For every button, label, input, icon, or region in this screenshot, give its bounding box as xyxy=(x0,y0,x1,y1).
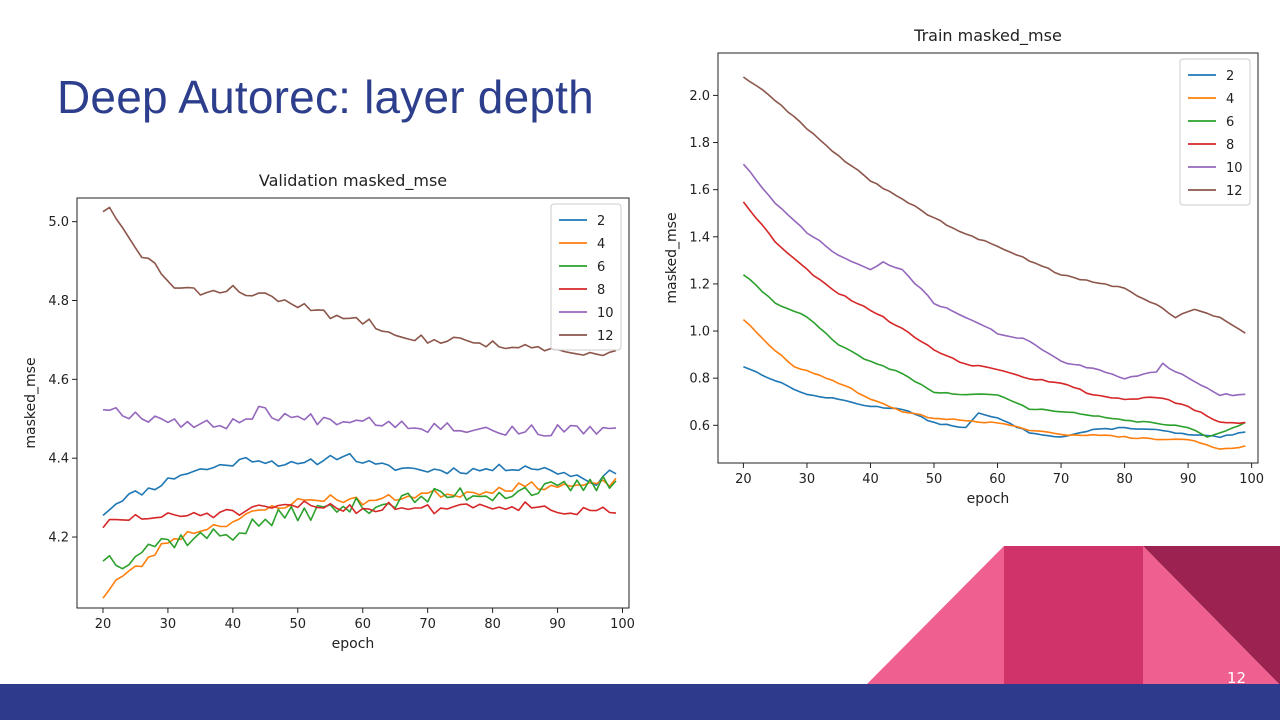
legend-label-12: 12 xyxy=(597,329,614,344)
series-line-12 xyxy=(742,76,1246,334)
x-tick-label: 70 xyxy=(419,617,436,632)
legend-label-6: 6 xyxy=(1226,115,1234,130)
series-line-8 xyxy=(742,201,1246,425)
x-tick-label: 90 xyxy=(549,617,566,632)
x-tick-label: 100 xyxy=(610,617,635,632)
x-tick-label: 90 xyxy=(1180,472,1197,487)
series-line-2 xyxy=(102,452,617,517)
legend-label-8: 8 xyxy=(597,283,605,298)
y-tick-label: 1.2 xyxy=(689,277,710,292)
legend-label-6: 6 xyxy=(597,260,605,275)
train-chart: Train masked_mse 20 30 40 50 60 70 80 90 100 0.6 0.… xyxy=(664,26,1264,507)
page-number: 12 xyxy=(1227,669,1247,687)
x-tick-label: 80 xyxy=(1116,472,1133,487)
x-tick-label: 100 xyxy=(1239,472,1264,487)
x-tick-label: 60 xyxy=(354,617,371,632)
plot-frame xyxy=(76,197,630,609)
x-tick-label: 40 xyxy=(225,617,242,632)
deco-pink-triangle xyxy=(866,546,1004,685)
y-tick-label: 4.8 xyxy=(48,294,69,309)
chart-title: Train masked_mse xyxy=(913,26,1062,46)
y-tick-label: 1.8 xyxy=(689,136,710,151)
y-axis-label: masked_mse xyxy=(23,357,39,448)
y-tick-label: 1.0 xyxy=(689,325,710,340)
series-line-2 xyxy=(743,366,1246,439)
y-tick-label: 2.0 xyxy=(689,89,710,104)
series-line-4 xyxy=(742,318,1246,450)
x-tick-label: 20 xyxy=(95,617,112,632)
series-line-6 xyxy=(102,475,617,570)
series-line-4 xyxy=(102,477,617,599)
deco-pink-block xyxy=(1143,546,1280,685)
legend-label-2: 2 xyxy=(597,214,605,229)
chart-title: Validation masked_mse xyxy=(259,171,447,191)
y-tick-label: 4.4 xyxy=(48,452,69,467)
x-tick-label: 30 xyxy=(799,472,816,487)
y-tick-label: 0.8 xyxy=(689,372,710,387)
series-line-12 xyxy=(102,206,617,357)
validation-chart: Validation masked_mse 20 30 40 50 60 70 80 90 100… xyxy=(23,171,635,652)
legend-label-12: 12 xyxy=(1226,184,1243,199)
legend-label-10: 10 xyxy=(597,306,614,321)
y-axis-label: masked_mse xyxy=(664,212,680,303)
x-axis-label: epoch xyxy=(967,491,1010,507)
x-tick-label: 70 xyxy=(1053,472,1070,487)
y-tick-label: 4.2 xyxy=(48,531,69,546)
legend-label-2: 2 xyxy=(1226,69,1234,84)
deco-crimson-block xyxy=(1004,546,1143,685)
footer-bar xyxy=(0,684,1280,720)
y-tick-label: 1.4 xyxy=(689,230,710,245)
x-tick-label: 80 xyxy=(484,617,501,632)
x-tick-label: 40 xyxy=(862,472,879,487)
y-tick-label: 4.6 xyxy=(48,373,69,388)
legend-label-4: 4 xyxy=(1226,92,1234,107)
x-tick-label: 20 xyxy=(735,472,752,487)
legend-box xyxy=(1179,58,1251,206)
decorative-shapes xyxy=(866,546,1280,685)
legend-label-10: 10 xyxy=(1226,161,1243,176)
plot-frame xyxy=(717,52,1259,464)
legend-label-8: 8 xyxy=(1226,138,1234,153)
series-line-8 xyxy=(102,500,617,529)
x-tick-label: 60 xyxy=(989,472,1006,487)
x-tick-label: 30 xyxy=(160,617,177,632)
series-line-10 xyxy=(742,163,1246,397)
x-axis-label: epoch xyxy=(332,636,375,652)
y-tick-label: 1.6 xyxy=(689,183,710,198)
legend-label-4: 4 xyxy=(597,237,605,252)
slide-title: Deep Autorec: layer depth xyxy=(57,71,594,123)
legend: 2 4 6 8 10 12 xyxy=(550,203,622,351)
legend: 2 4 6 8 10 12 xyxy=(1179,58,1251,206)
series-line-10 xyxy=(102,405,617,437)
y-tick-label: 5.0 xyxy=(48,215,69,230)
series-line-6 xyxy=(742,274,1246,438)
x-tick-label: 50 xyxy=(926,472,943,487)
y-tick-label: 0.6 xyxy=(689,419,710,434)
legend-box xyxy=(550,203,622,351)
x-tick-label: 50 xyxy=(290,617,307,632)
